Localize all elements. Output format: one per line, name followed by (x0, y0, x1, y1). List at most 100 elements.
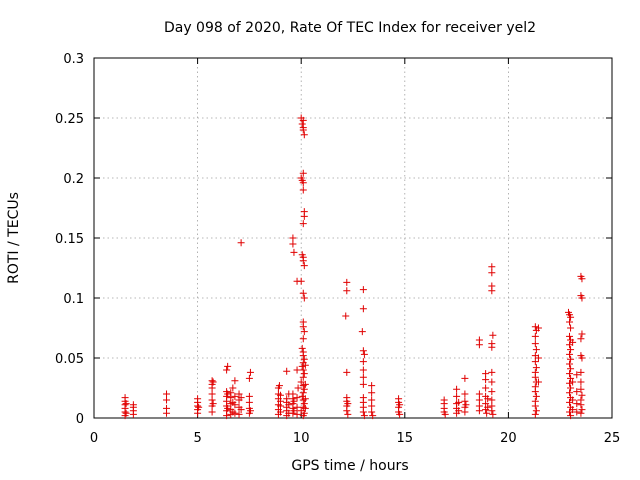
data-point (122, 409, 130, 417)
x-tick-label: 0 (90, 431, 98, 446)
data-point (368, 389, 376, 397)
data-point (578, 294, 586, 302)
data-point (488, 396, 496, 404)
data-point (245, 392, 253, 400)
data-point (573, 408, 581, 416)
data-point (488, 263, 496, 271)
data-point (567, 313, 575, 321)
data-point (484, 403, 492, 411)
data-point (299, 352, 307, 360)
data-point (246, 407, 254, 415)
data-point (276, 391, 284, 399)
data-point (121, 394, 129, 402)
data-point (577, 368, 585, 376)
data-point (283, 367, 291, 375)
data-point (567, 412, 575, 420)
data-point (569, 338, 577, 346)
data-point (531, 323, 539, 331)
data-point (461, 408, 469, 416)
points-layer (121, 114, 586, 420)
data-point (453, 392, 461, 400)
data-point (488, 378, 496, 386)
y-tick-label: 0.2 (63, 172, 84, 187)
chart-title: Day 098 of 2020, Rate Of TEC Index for r… (164, 20, 536, 36)
data-point (359, 347, 367, 355)
data-point (488, 343, 496, 351)
data-point (453, 385, 461, 393)
data-point (489, 410, 497, 418)
data-point (577, 335, 585, 343)
data-point (245, 398, 253, 406)
data-point (289, 234, 297, 242)
data-point (534, 354, 542, 362)
data-point (300, 385, 308, 393)
data-point (208, 396, 216, 404)
data-point (567, 384, 575, 392)
data-point (368, 396, 376, 404)
data-point (531, 332, 539, 340)
data-point (482, 370, 490, 378)
data-point (208, 377, 216, 385)
data-point (360, 412, 368, 420)
data-point (300, 262, 308, 270)
data-point (231, 392, 239, 400)
data-point (293, 403, 301, 411)
data-point (300, 328, 308, 336)
data-point (343, 368, 351, 376)
data-point (488, 368, 496, 376)
data-point (567, 365, 575, 373)
data-point (344, 400, 352, 408)
data-point (245, 374, 253, 382)
data-point (301, 380, 309, 388)
data-point (224, 390, 232, 398)
x-tick-labels: 0 5 10 15 20 25 (90, 431, 620, 446)
data-point (299, 169, 307, 177)
data-point (294, 384, 302, 392)
data-point (531, 358, 539, 366)
y-tick-label: 0.05 (55, 352, 84, 367)
data-point (289, 390, 297, 398)
data-point (342, 312, 350, 320)
data-point (455, 407, 463, 415)
data-point (359, 358, 367, 366)
y-tick-label: 0.3 (63, 52, 84, 67)
data-point (489, 331, 497, 339)
data-point (290, 397, 298, 405)
data-point (488, 287, 496, 295)
data-point (488, 269, 496, 277)
data-point (223, 366, 231, 374)
data-point (566, 389, 574, 397)
data-point (577, 409, 585, 417)
data-point (534, 378, 542, 386)
data-point (237, 394, 245, 402)
data-point (534, 324, 542, 332)
data-point (235, 410, 243, 418)
data-point (396, 401, 404, 409)
data-point (122, 400, 130, 408)
data-point (299, 335, 307, 343)
data-point (462, 401, 470, 409)
data-point (343, 287, 351, 295)
data-point (475, 396, 483, 404)
data-point (368, 402, 376, 410)
data-point (441, 410, 449, 418)
data-point (483, 409, 491, 417)
data-point (475, 407, 483, 415)
data-point (299, 126, 307, 134)
data-point (276, 408, 284, 416)
data-point (455, 398, 463, 406)
data-point (368, 408, 376, 416)
data-point (231, 401, 239, 409)
data-point (283, 395, 291, 403)
data-point (396, 410, 404, 418)
data-point (299, 412, 307, 420)
x-tick-label: 15 (397, 431, 414, 446)
data-point (299, 289, 307, 297)
x-tick-label: 25 (604, 431, 621, 446)
data-point (163, 390, 171, 398)
data-point (484, 395, 492, 403)
data-point (299, 220, 307, 228)
data-point (358, 328, 366, 336)
data-point (461, 397, 469, 405)
